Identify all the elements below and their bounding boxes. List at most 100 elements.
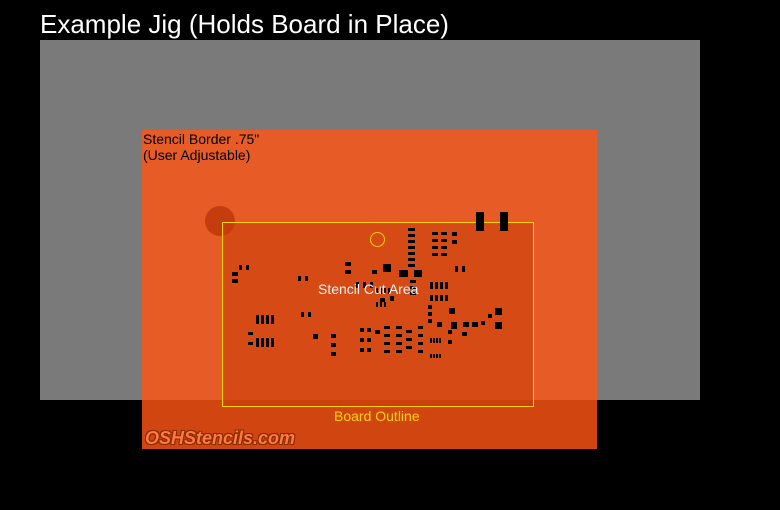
solder-pad bbox=[488, 314, 492, 318]
solder-pad bbox=[440, 282, 443, 289]
solder-pad bbox=[408, 264, 415, 267]
solder-pad bbox=[384, 302, 386, 307]
solder-pad bbox=[232, 272, 238, 276]
solder-pad bbox=[408, 240, 415, 243]
solder-pad bbox=[266, 315, 269, 324]
solder-pad bbox=[414, 270, 422, 277]
solder-pad bbox=[261, 338, 264, 347]
solder-pad bbox=[408, 228, 415, 231]
solder-pad bbox=[430, 282, 433, 289]
brand-watermark: OSHStencils.com bbox=[145, 428, 296, 448]
solder-pad bbox=[408, 234, 415, 237]
solder-pad bbox=[313, 334, 318, 339]
solder-pad bbox=[433, 338, 435, 343]
board-outline bbox=[222, 222, 534, 407]
solder-pad bbox=[372, 270, 377, 274]
solder-pad bbox=[437, 322, 442, 327]
solder-pad bbox=[500, 212, 508, 231]
solder-pad bbox=[428, 305, 432, 309]
solder-pad bbox=[435, 295, 438, 301]
solder-pad bbox=[239, 265, 242, 270]
solder-pad bbox=[331, 334, 336, 338]
solder-pad bbox=[370, 282, 373, 288]
solder-pad bbox=[449, 308, 455, 314]
solder-pad bbox=[428, 312, 432, 316]
solder-pad bbox=[256, 315, 259, 324]
solder-pad bbox=[406, 338, 412, 341]
solder-pad bbox=[410, 286, 416, 289]
solder-pad bbox=[432, 253, 438, 256]
solder-pad bbox=[436, 354, 438, 358]
solder-pad bbox=[399, 270, 408, 277]
diagram-title: Example Jig (Holds Board in Place) bbox=[40, 9, 449, 39]
solder-pad bbox=[246, 265, 249, 270]
solder-pad bbox=[360, 348, 364, 352]
solder-pad bbox=[396, 350, 402, 353]
solder-pad bbox=[430, 338, 432, 343]
solder-pad bbox=[441, 239, 447, 242]
solder-pad bbox=[390, 296, 394, 301]
stencil-cut-area-label: Stencil Cut Area bbox=[318, 281, 419, 297]
solder-pad bbox=[298, 276, 301, 281]
solder-pad bbox=[305, 276, 308, 281]
solder-pad bbox=[356, 282, 359, 288]
solder-pad bbox=[462, 266, 465, 272]
solder-pad bbox=[331, 343, 336, 347]
solder-pad bbox=[375, 330, 380, 334]
solder-pad bbox=[440, 295, 443, 301]
solder-pad bbox=[439, 338, 441, 343]
solder-pad bbox=[266, 338, 269, 347]
solder-pad bbox=[248, 342, 253, 345]
solder-pad bbox=[331, 352, 336, 356]
solder-pad bbox=[439, 354, 441, 358]
solder-pad bbox=[430, 354, 432, 358]
solder-pad bbox=[345, 262, 351, 266]
solder-pad bbox=[418, 326, 423, 329]
solder-pad bbox=[495, 308, 502, 315]
solder-pad bbox=[380, 298, 385, 302]
solder-pad bbox=[432, 246, 438, 249]
solder-pad bbox=[435, 282, 438, 289]
solder-pad bbox=[301, 312, 304, 317]
solder-pad bbox=[451, 322, 457, 329]
solder-pad bbox=[481, 321, 485, 325]
solder-pad bbox=[408, 252, 415, 255]
solder-pad bbox=[432, 232, 438, 235]
solder-pad bbox=[376, 288, 378, 294]
solder-pad bbox=[396, 342, 402, 345]
solder-pad bbox=[261, 315, 264, 324]
solder-pad bbox=[418, 342, 423, 345]
solder-pad bbox=[308, 312, 311, 317]
solder-pad bbox=[462, 332, 467, 336]
solder-pad bbox=[271, 315, 274, 324]
solder-pad bbox=[232, 279, 238, 283]
solder-pad bbox=[360, 338, 364, 342]
solder-pad bbox=[360, 328, 364, 332]
solder-pad bbox=[396, 334, 402, 337]
solder-pad bbox=[428, 319, 432, 323]
solder-pad bbox=[430, 295, 433, 301]
solder-pad bbox=[380, 288, 382, 294]
solder-pad bbox=[248, 332, 253, 335]
solder-pad bbox=[418, 350, 423, 353]
solder-pad bbox=[367, 328, 371, 332]
solder-pad bbox=[452, 232, 457, 236]
stencil-border-label: Stencil Border .75" (User Adjustable) bbox=[143, 131, 259, 163]
solder-pad bbox=[441, 253, 447, 256]
solder-pad bbox=[495, 322, 502, 329]
solder-pad bbox=[406, 330, 412, 333]
solder-pad bbox=[441, 246, 447, 249]
solder-pad bbox=[376, 302, 378, 307]
solder-pad bbox=[384, 326, 390, 329]
solder-pad bbox=[383, 264, 391, 272]
solder-pad bbox=[448, 340, 452, 344]
solder-pad bbox=[455, 266, 458, 272]
solder-pad bbox=[418, 334, 423, 337]
drill-hole-circle bbox=[370, 232, 385, 247]
solder-pad bbox=[345, 270, 351, 274]
solder-pad bbox=[436, 338, 438, 343]
solder-pad bbox=[384, 342, 390, 345]
solder-pad bbox=[445, 282, 448, 289]
solder-pad bbox=[433, 354, 435, 358]
